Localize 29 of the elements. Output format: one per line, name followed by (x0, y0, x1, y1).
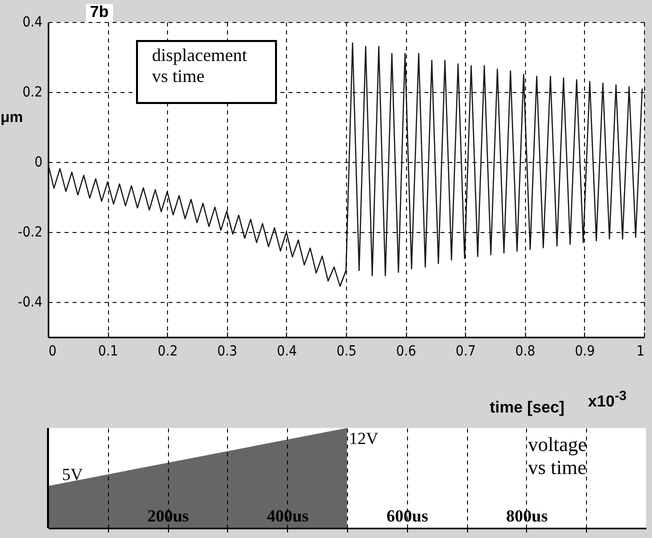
x-tick-label: 800us (506, 506, 548, 526)
x-tick-label: 0.2 (158, 344, 178, 360)
line-series (48, 42, 643, 287)
y-tick-label: -0.2 (18, 224, 42, 240)
text: 7b (86, 4, 113, 22)
x-tick-label: 0.1 (98, 344, 118, 360)
x-tick-label: 400us (266, 506, 309, 526)
text: x10$^{-3}$ (588, 388, 627, 412)
annotation: 12V (349, 429, 379, 448)
y-axis-title: μm (0, 109, 24, 126)
x-tick-label: 0.7 (456, 344, 476, 360)
x-tick-label: 0.8 (515, 344, 536, 360)
x-tick-label: 0.3 (217, 344, 238, 360)
x-tick-label: 200us (147, 506, 190, 526)
annotation: 5V (62, 465, 84, 484)
annotation: displacement vs time (152, 45, 248, 86)
x-tick-label: 0.6 (396, 344, 416, 360)
x-tick-label: 0.4 (276, 344, 297, 360)
x-tick-label: 0.9 (574, 344, 595, 360)
x-tick-label: 1 (636, 344, 644, 360)
x-axis-title: time [sec] (490, 400, 564, 416)
y-tick-label: 0 (34, 154, 42, 170)
x-tick-label: 0.5 (336, 344, 357, 360)
y-tick-label: 0.4 (22, 14, 42, 30)
y-tick-label: -0.4 (18, 294, 42, 310)
y-tick-label: 0.2 (22, 84, 42, 100)
x-tick-label: 0 (48, 344, 57, 360)
annotation: voltage vs time (528, 434, 588, 480)
x-tick-label: 600us (386, 506, 428, 526)
